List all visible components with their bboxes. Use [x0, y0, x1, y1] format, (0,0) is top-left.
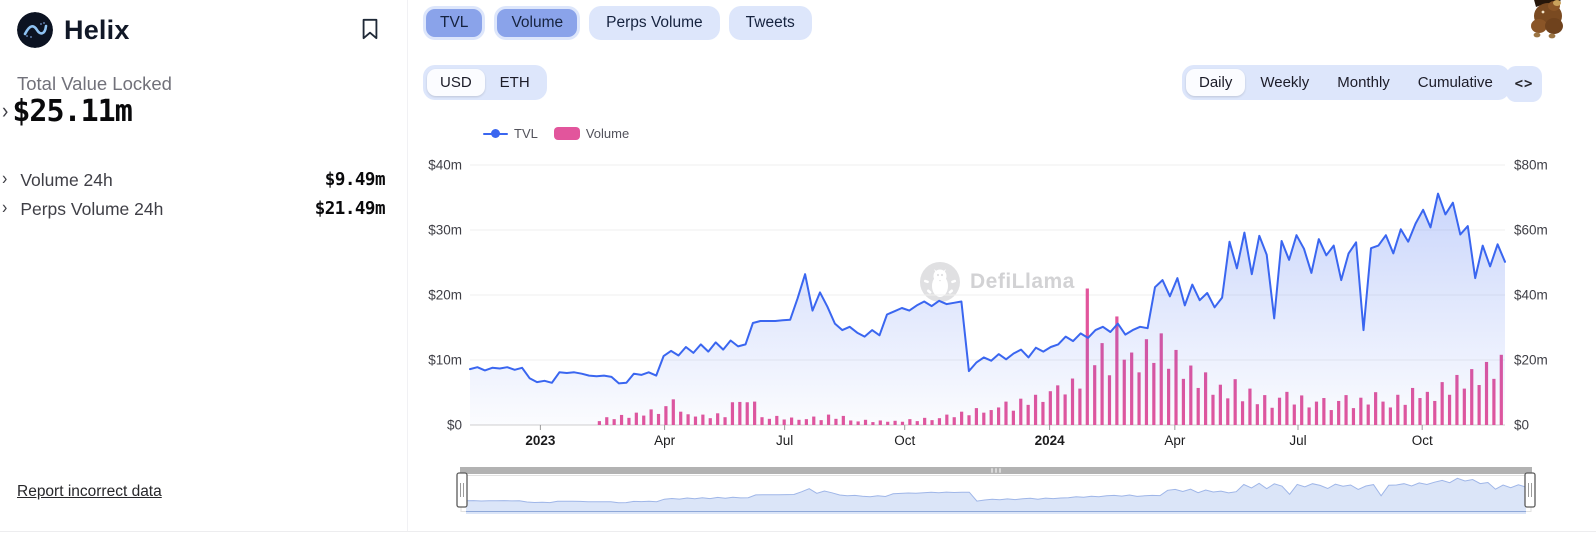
report-incorrect-data-link[interactable]: Report incorrect data [17, 483, 162, 500]
chart-canvas[interactable]: $0 $10m $20m $30m $40m $0 $20m $40m $60m $80m 2023… [420, 152, 1596, 462]
defillama-llama-icon [920, 262, 960, 302]
left-axis-tick: $0 [447, 418, 462, 433]
tab-volume[interactable]: Volume [494, 6, 581, 40]
tvl-line-series [469, 192, 1506, 385]
x-axis-tick: Jul [776, 433, 793, 448]
stat-value: $21.49m [314, 199, 386, 219]
right-axis-tick: $0 [1514, 418, 1529, 433]
legend-marker-volume [553, 127, 580, 140]
interval-option-cumulative[interactable]: Cumulative [1417, 74, 1493, 91]
brush-handle-right[interactable] [1524, 472, 1536, 508]
left-axis-tick: $20m [428, 288, 462, 303]
tab-tweets[interactable]: Tweets [728, 6, 812, 40]
tab-label: Tweets [745, 14, 795, 31]
stat-row: › Perps Volume 24h $21.49m [2, 196, 386, 222]
tvl-section-label: Total Value Locked [17, 73, 172, 94]
chart-legend: TVL Volume [483, 126, 629, 141]
stat-label: Perps Volume 24h [20, 198, 164, 219]
tvl-value: $25.11m [12, 94, 132, 129]
x-axis-tick: Oct [894, 433, 915, 448]
stat-expand-chevron[interactable]: › [2, 169, 8, 190]
defillama-watermark: DefiLlama [918, 260, 1075, 304]
tvl-volume-chart[interactable]: $0 $10m $20m $30m $40m $0 $20m $40m $60m $80m 2023… [420, 152, 1596, 462]
embed-code-icon: <> [1514, 76, 1534, 92]
protocol-title: Helix [64, 14, 130, 45]
x-axis-tick: Apr [654, 433, 676, 448]
tab-tvl[interactable]: TVL [423, 6, 486, 40]
defillama-watermark-text: DefiLlama [970, 270, 1075, 293]
protocol-sidebar: Helix Total Value Locked › $25.11m › Volu… [0, 0, 408, 531]
tab-label: Perps Volume [606, 14, 703, 31]
x-axis-tick: 2023 [525, 433, 556, 448]
denomination-toggle: USD ETH [423, 65, 547, 100]
brush-canvas[interactable] [456, 466, 1536, 514]
right-axis-tick: $80m [1514, 158, 1548, 173]
stat-label: Volume 24h [20, 169, 113, 190]
denomination-option-eth[interactable]: ETH [499, 74, 530, 91]
legend-item-volume[interactable]: Volume [553, 126, 630, 141]
left-axis-tick: $30m [428, 223, 462, 238]
stat-rows: › Volume 24h $9.49m › Perps Volume 24h $21.49… [2, 167, 386, 222]
page-bottom-divider [0, 531, 1596, 532]
interval-toggle: Daily Weekly Monthly Cumulative [1182, 65, 1510, 100]
legend-label: Volume [585, 126, 630, 141]
interval-option-monthly[interactable]: Monthly [1337, 74, 1390, 91]
stat-row: › Volume 24h $9.49m [2, 167, 386, 193]
x-axis-tick: Apr [1164, 433, 1186, 448]
tab-label: TVL [426, 9, 483, 37]
x-axis-tick: 2024 [1035, 433, 1066, 448]
llama-mascot-image [1527, 0, 1567, 42]
embed-code-button[interactable]: <> [1506, 66, 1542, 102]
tvl-expand-chevron[interactable]: › [2, 99, 9, 124]
brush-handle-left[interactable] [456, 472, 468, 508]
right-axis-tick: $20m [1514, 353, 1548, 368]
right-axis-tick: $60m [1514, 223, 1548, 238]
legend-marker-tvl [483, 127, 508, 140]
denomination-option-usd[interactable]: USD [427, 69, 485, 96]
chart-tabs: TVL Volume Perps Volume Tweets [423, 6, 812, 40]
right-axis-tick: $40m [1514, 288, 1548, 303]
helix-logo-icon [17, 12, 53, 48]
x-axis-tick: Oct [1412, 433, 1433, 448]
left-axis-tick: $40m [428, 158, 462, 173]
legend-item-tvl[interactable]: TVL [483, 126, 538, 141]
tab-perps-volume[interactable]: Perps Volume [589, 6, 720, 40]
x-axis-tick: Jul [1289, 433, 1306, 448]
stat-value: $9.49m [324, 170, 386, 190]
left-axis-tick: $10m [428, 353, 462, 368]
bookmark-icon[interactable] [357, 16, 383, 44]
interval-option-weekly[interactable]: Weekly [1260, 74, 1310, 91]
chart-zoom-brush[interactable] [456, 466, 1536, 514]
stat-expand-chevron[interactable]: › [2, 198, 8, 219]
legend-label: TVL [514, 126, 538, 141]
interval-option-daily[interactable]: Daily [1186, 69, 1246, 96]
tab-label: Volume [497, 9, 578, 37]
protocol-header: Helix [17, 12, 130, 48]
